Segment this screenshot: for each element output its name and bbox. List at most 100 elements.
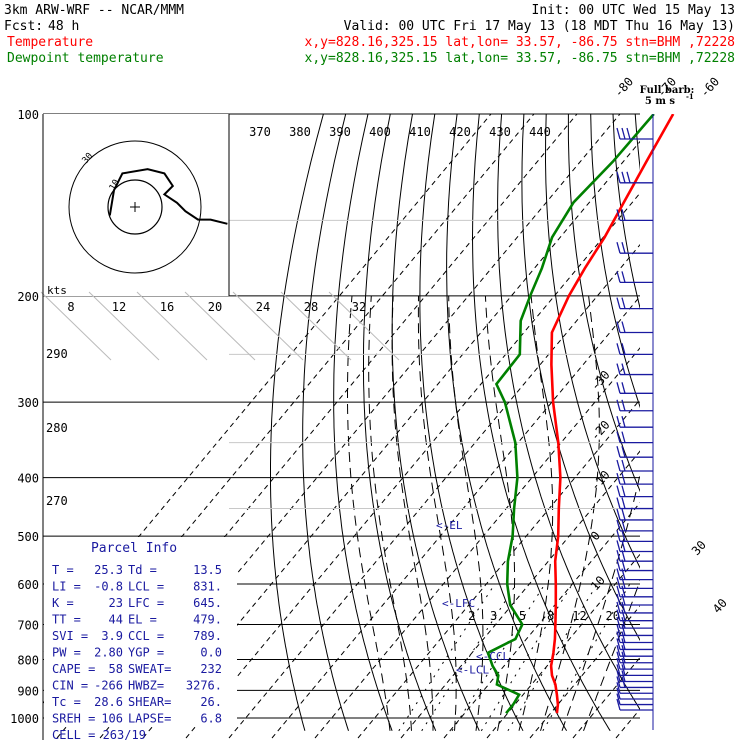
parcel-row-7-col-0: CIN = [52, 679, 88, 693]
parcel-info-title: Parcel Info [91, 541, 177, 556]
isotherm--50 [228, 243, 640, 739]
pressure-axis-labels: 100 200 300 400 500 600 700 800 900 1000 [10, 108, 39, 726]
isotherm-label--20: -20 [588, 418, 613, 443]
wind-barb-550 [616, 550, 653, 562]
wind-barb-590 [616, 568, 653, 581]
dry-adiabat-390 [658, 114, 740, 731]
parcel-row-2-col-0: K = [52, 596, 74, 610]
mixing-ratio-label-20: 20 [605, 609, 619, 623]
isotherm-label-0: 0 [588, 529, 603, 544]
theta-label-440: 440 [529, 125, 551, 139]
theta-label-430: 430 [489, 125, 511, 139]
isotherm-10 [486, 553, 640, 739]
pressure-label-500: 500 [17, 530, 39, 544]
mixing-ratio-line-8 [480, 583, 573, 732]
theta-label-420: 420 [449, 125, 471, 139]
annotation-ccl: <-CCL [476, 650, 509, 663]
parcel-row-8-col-1: 28.6 [94, 695, 123, 709]
wind-barb-390 [616, 459, 653, 472]
barb-note-superscript: -1 [686, 92, 694, 101]
hodograph-speed-labels: 8 12 16 20 24 28 32 [40, 291, 400, 361]
theta-label-380: 380 [289, 125, 311, 139]
annotation-lfc: <-LFC [442, 597, 475, 610]
parcel-row-6-col-0: CAPE = [52, 662, 95, 676]
wind-barb-810 [616, 651, 653, 664]
hodograph-speed-20: 20 [208, 300, 222, 314]
isotherm-label--80: -80 [611, 75, 636, 100]
hodograph-speed-guide-12 [88, 291, 160, 361]
moist-adiabat-35 [583, 579, 640, 731]
parcel-row-1-col-3: 831. [193, 580, 222, 594]
parcel-row-8-col-2: SHEAR= [128, 695, 171, 709]
theta-left-label-290: 290 [46, 347, 68, 361]
parcel-row-6-col-3: 232 [200, 662, 222, 676]
dewpoint-location: x,y=828.16,325.15 lat,lon= 33.57, -86.75… [305, 51, 735, 66]
wind-barb-270 [616, 363, 653, 376]
forecast-label: Fcst: [4, 19, 43, 34]
parcel-row-9-col-0: SREH = [52, 712, 95, 726]
wind-barb-570 [616, 559, 653, 572]
wind-barb-870 [616, 670, 653, 683]
dry-adiabat-lines [270, 114, 740, 732]
parcel-row-7-col-1: -266 [94, 679, 123, 693]
parcel-row-0-col-2: Td = [128, 563, 157, 577]
wind-barb-830 [616, 657, 653, 670]
hodograph: 10 30 kts [43, 114, 230, 297]
wind-barb-370 [616, 446, 653, 458]
parcel-row-0-col-0: T = [52, 563, 74, 577]
wind-barb-790 [616, 644, 653, 657]
hodograph-outer-ring [68, 140, 202, 274]
moist-adiabat-25 [540, 295, 600, 731]
moist-adiabat-15 [484, 295, 516, 731]
wind-barb-850 [616, 664, 653, 677]
isotherm--10 [400, 450, 640, 739]
isotherm-label--30: -30 [588, 368, 613, 393]
theta-label-390: 390 [329, 125, 351, 139]
pressure-label-700: 700 [17, 618, 39, 632]
dry-adiabat-280 [391, 114, 480, 732]
wind-barb-410 [616, 472, 653, 485]
parcel-row-7-col-2: HWBZ= [128, 679, 164, 693]
moist-adiabat-10 [448, 295, 484, 731]
parcel-row-8-col-3: 26. [200, 695, 222, 709]
parcel-row-9-col-2: LAPSE= [128, 712, 171, 726]
wind-barb-470 [616, 508, 653, 521]
temperature-location: x,y=828.16,325.15 lat,lon= 33.57, -86.75… [305, 35, 735, 50]
moist-adiabat-0 [391, 295, 434, 731]
parcel-row-4-col-3: 789. [193, 629, 222, 643]
isotherm-20 [529, 605, 640, 739]
parcel-row-2-col-1: 23 [109, 596, 123, 610]
dry-adiabat-360 [590, 114, 640, 409]
wind-barb-910 [616, 682, 653, 694]
wind-barb-670 [616, 601, 653, 614]
isotherm--40 [271, 295, 640, 739]
model-title: 3km ARW-WRF -- NCAR/MMM [4, 3, 184, 18]
dry-adiabat-370 [612, 114, 640, 310]
moist-adiabat-30 [561, 472, 640, 731]
dry-adiabat-300 [446, 114, 568, 732]
hodograph-speed-guide-8 [40, 291, 112, 361]
pressure-label-900: 900 [17, 684, 39, 698]
pressure-label-800: 800 [17, 653, 39, 667]
annotation-el: <-EL [436, 519, 463, 532]
isotherm--30 [314, 347, 640, 739]
moist-adiabat-5 [417, 295, 457, 731]
barb-note-line2: 5 m s [645, 96, 676, 107]
isotherm-label--60: -60 [697, 75, 722, 100]
hodograph-speed-8: 8 [67, 300, 74, 314]
parcel-row-0-col-1: 25.3 [94, 563, 123, 577]
pressure-label-100: 100 [17, 108, 39, 122]
hodograph-speed-guide-16 [136, 291, 208, 361]
parcel-row-5-col-2: YGP = [128, 646, 164, 660]
wind-barb-110 [616, 127, 653, 140]
wind-barb-290 [616, 382, 653, 394]
isotherm-label--10: -10 [588, 468, 613, 493]
parcel-row-5-col-1: 2.80 [94, 646, 123, 660]
wind-barb-130 [616, 171, 653, 184]
moist-adiabat-20 [518, 295, 554, 731]
mixing-ratio-line-5 [451, 583, 546, 732]
wind-barb-450 [616, 497, 653, 510]
moist-adiabat--10 [347, 295, 391, 731]
dry-adiabat-350 [567, 114, 640, 493]
